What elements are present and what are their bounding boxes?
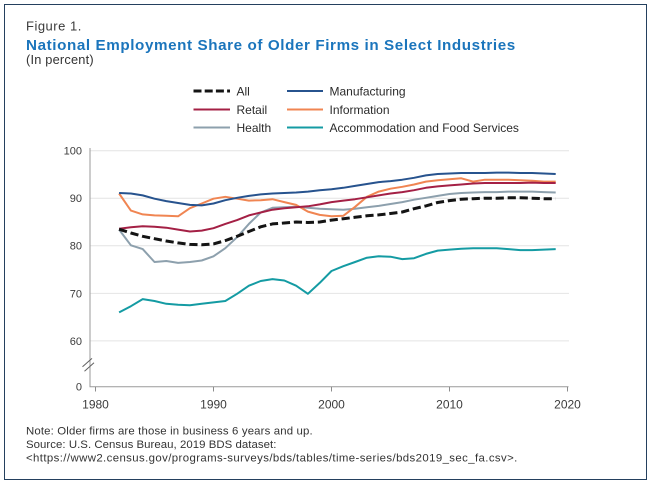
svg-text:2010: 2010 bbox=[436, 397, 463, 411]
svg-text:2020: 2020 bbox=[554, 397, 581, 411]
svg-text:Figure 1.: Figure 1. bbox=[26, 18, 82, 33]
svg-text:Information: Information bbox=[330, 103, 390, 117]
svg-text:80: 80 bbox=[70, 241, 82, 253]
svg-text:Retail: Retail bbox=[237, 103, 268, 117]
svg-text:(In percent): (In percent) bbox=[26, 52, 94, 67]
svg-text:2000: 2000 bbox=[318, 397, 345, 411]
svg-text:Accommodation and Food Service: Accommodation and Food Services bbox=[330, 121, 519, 135]
svg-text:Note: Older firms are those in: Note: Older firms are those in business … bbox=[26, 425, 313, 437]
svg-text:1990: 1990 bbox=[200, 397, 227, 411]
svg-text:Manufacturing: Manufacturing bbox=[330, 84, 406, 98]
svg-text:Source: U.S. Census Bureau, 20: Source: U.S. Census Bureau, 2019 BDS dat… bbox=[26, 439, 276, 451]
svg-text:70: 70 bbox=[70, 288, 82, 300]
svg-text:<https://www2.census.gov/progr: <https://www2.census.gov/programs-survey… bbox=[26, 452, 518, 464]
svg-text:60: 60 bbox=[70, 336, 82, 348]
svg-text:90: 90 bbox=[70, 193, 82, 205]
svg-text:National Employment Share of O: National Employment Share of Older Firms… bbox=[26, 37, 516, 54]
svg-text:100: 100 bbox=[64, 146, 82, 158]
svg-text:All: All bbox=[237, 84, 250, 98]
svg-text:0: 0 bbox=[76, 382, 82, 394]
svg-text:1980: 1980 bbox=[82, 397, 109, 411]
svg-text:Health: Health bbox=[237, 121, 272, 135]
